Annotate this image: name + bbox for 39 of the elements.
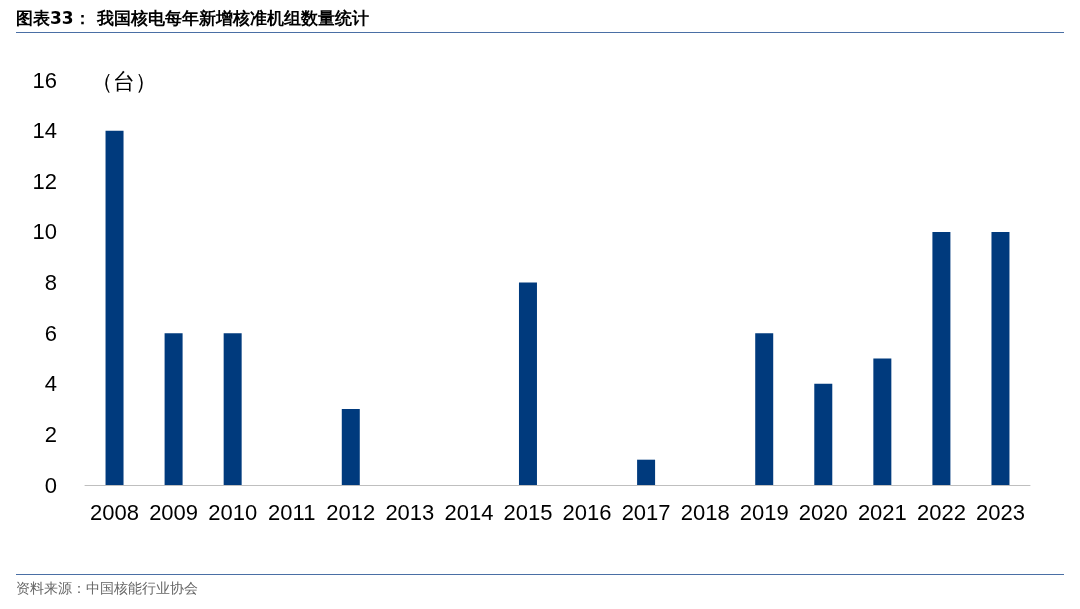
y-tick-label: 0 xyxy=(44,472,57,498)
x-tick-label: 2021 xyxy=(857,499,907,525)
bar xyxy=(932,231,951,485)
x-tick-label: 2019 xyxy=(739,499,789,525)
bar xyxy=(637,459,656,485)
y-tick-label: 16 xyxy=(32,67,57,93)
bar xyxy=(873,358,892,485)
x-tick-label: 2016 xyxy=(562,499,612,525)
y-axis-title: （台） xyxy=(91,68,157,94)
x-tick-label: 2012 xyxy=(326,499,376,525)
bar xyxy=(341,409,360,485)
y-tick-label: 8 xyxy=(44,270,57,295)
bar xyxy=(991,231,1010,485)
x-tick-label: 2010 xyxy=(208,499,258,525)
y-tick-label: 12 xyxy=(32,168,57,194)
bar xyxy=(105,130,124,485)
chart-title: 图表33： 我国核电每年新增核准机组数量统计 xyxy=(16,6,1064,33)
x-tick-label: 2011 xyxy=(268,499,316,525)
bar xyxy=(518,282,537,485)
x-tick-label: 2014 xyxy=(444,499,494,525)
y-tick-label: 10 xyxy=(32,219,57,245)
bar xyxy=(755,333,774,485)
x-tick-label: 2013 xyxy=(385,499,435,525)
y-tick-label: 14 xyxy=(32,118,57,144)
x-tick-label: 2015 xyxy=(503,499,553,525)
bar xyxy=(223,333,242,485)
x-tick-label: 2008 xyxy=(90,499,140,525)
x-tick-label: 2023 xyxy=(975,499,1025,525)
x-tick-label: 2009 xyxy=(149,499,199,525)
x-tick-label: 2022 xyxy=(916,499,966,525)
y-tick-label: 2 xyxy=(44,421,57,447)
x-tick-label: 2018 xyxy=(680,499,730,525)
x-tick-label: 2020 xyxy=(798,499,848,525)
bar xyxy=(164,333,183,485)
y-tick-label: 4 xyxy=(44,371,57,397)
y-tick-label: 6 xyxy=(44,320,57,346)
bar xyxy=(814,383,833,485)
text: 资料来源：中国核能行业协会 xyxy=(16,574,1064,598)
x-tick-label: 2017 xyxy=(621,499,671,525)
